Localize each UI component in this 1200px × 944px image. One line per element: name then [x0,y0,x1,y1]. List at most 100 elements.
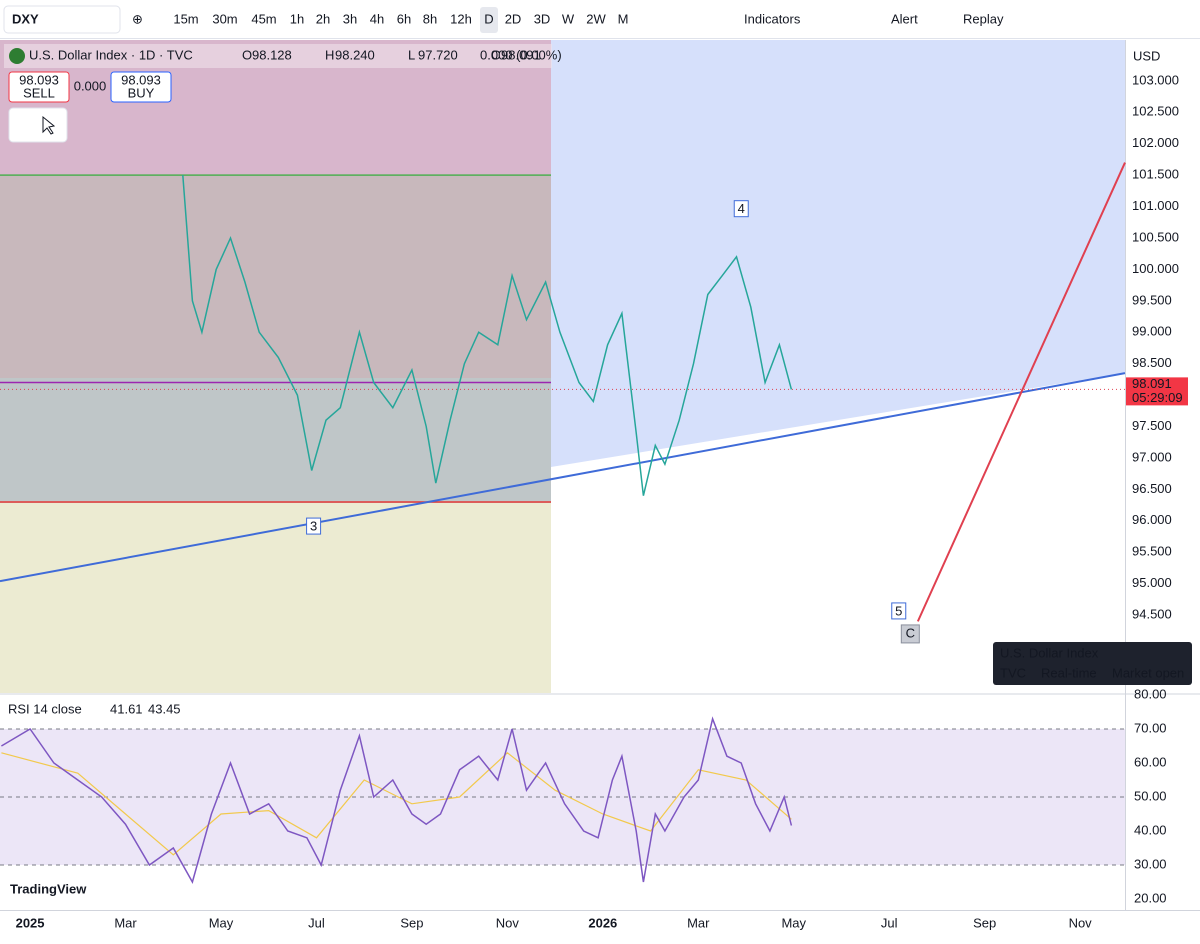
interval[interactable]: 6h [397,11,411,26]
y-tick-label: 98.500 [1132,355,1172,370]
tooltip-source: TVC [1000,665,1026,680]
y-tick-label: 96.000 [1132,512,1172,527]
y-tick-label: 96.500 [1132,481,1172,496]
rsi-ma-value: 43.45 [148,701,181,716]
x-tick-label: 2026 [588,915,617,930]
wave-label-box [891,602,907,620]
currency: USD [1133,48,1160,63]
ohlc-value: 98.091 [501,47,541,62]
price-line [182,175,793,496]
interval[interactable]: 2h [316,11,330,26]
interval[interactable]: 4h [370,11,384,26]
rsi-value: 41.61 [110,701,143,716]
interval[interactable]: 1h [290,11,304,26]
tooltip-status: Market open [1112,665,1184,680]
add-symbol[interactable]: ⊕ [132,11,143,26]
interval[interactable]: M [618,11,629,26]
indicators[interactable]: Indicators [744,11,801,26]
rsi-line [1,716,793,884]
wave-label: 5 [895,603,902,618]
zone [551,40,1125,467]
projection-line [916,162,1126,622]
interval[interactable]: 12h [450,11,472,26]
interval[interactable]: 45m [251,11,276,26]
interval[interactable]: 8h [423,11,437,26]
y-tick-label: 100.500 [1132,229,1179,244]
sell-label[interactable]: SELL [23,85,55,100]
y-tick-label: 102.500 [1132,104,1179,119]
y-tick-label: 103.000 [1132,72,1179,87]
x-tick-label: Jul [308,915,325,930]
wave-label-box [900,624,920,644]
tooltip-bg [993,642,1192,685]
symbol-box[interactable] [3,5,121,34]
ohlc-key: C [491,47,500,62]
interval[interactable]: W [562,11,575,26]
interval[interactable]: 2D [505,11,522,26]
toolbar [0,0,1200,38]
zone [0,176,551,378]
x-tick-label: 2025 [16,915,45,930]
ohlc-key: L [408,47,415,62]
wave-label-box [306,517,322,535]
y-tick-label: 102.000 [1132,135,1179,150]
y-tick-label: 97.000 [1132,449,1172,464]
x-tick-label: Mar [114,915,137,930]
rsi-tick-label: 20.00 [1134,890,1167,905]
ohlc-value: 97.720 [418,47,458,62]
active-interval [480,7,498,33]
y-tick-label: 101.000 [1132,198,1179,213]
symbol-icon [9,48,25,64]
interval[interactable]: 15m [173,11,198,26]
buy-label[interactable]: BUY [128,85,155,100]
x-tick-label: Jul [881,915,898,930]
interval[interactable]: 3h [343,11,357,26]
y-tick-label: 95.000 [1132,575,1172,590]
buy-price[interactable]: 98.093 [121,72,161,87]
rsi-ma-line [1,752,792,856]
interval[interactable]: D [484,11,493,26]
zone [0,503,551,693]
alert[interactable]: Alert [891,11,918,26]
x-tick-label: Nov [496,915,520,930]
countdown: 05:29:09 [1132,390,1183,405]
legend-title: U.S. Dollar Index · 1D · TVC [29,47,193,62]
replay[interactable]: Replay [963,11,1004,26]
logo: TradingView [10,881,87,896]
wave-label: C [906,625,915,640]
wave-label-box [733,200,749,218]
x-tick-label: May [781,915,806,930]
last-price-tag [1126,377,1188,406]
interval[interactable]: 2W [586,11,606,26]
rsi-title: RSI 14 close [8,701,82,716]
symbol[interactable]: DXY [12,11,39,26]
y-tick-label: 100.000 [1132,261,1179,276]
ohlc-key: H [325,47,334,62]
ohlc-value: 98.240 [335,47,375,62]
y-tick-label: 94.500 [1132,607,1172,622]
y-tick-label: 99.000 [1132,324,1172,339]
buy-button[interactable] [110,71,172,103]
rsi-tick-label: 50.00 [1134,788,1167,803]
x-tick-label: Mar [687,915,710,930]
rsi-tick-label: 80.00 [1134,686,1167,701]
x-tick-label: Sep [400,915,423,930]
interval[interactable]: 30m [212,11,237,26]
zone [0,378,551,503]
legend-bg [4,44,552,68]
y-tick-label: 99.500 [1132,292,1172,307]
y-tick-label: 101.500 [1132,167,1179,182]
spread: 0.000 [74,78,107,93]
ohlc-value: 98.128 [252,47,292,62]
cursor-icon[interactable] [42,115,56,135]
drawing-toolbar[interactable] [8,107,68,143]
interval[interactable]: 3D [534,11,551,26]
sell-price[interactable]: 98.093 [19,72,59,87]
wave-label: 4 [738,201,745,216]
last-price: 98.091 [1132,376,1172,391]
sell-button[interactable] [8,71,70,103]
rsi-tick-label: 70.00 [1134,720,1167,735]
ohlc-key: O [242,47,252,62]
